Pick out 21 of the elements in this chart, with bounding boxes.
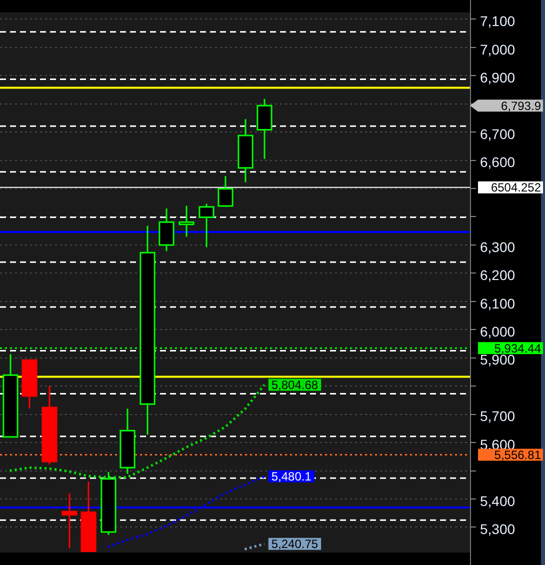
- line-series: [8, 384, 266, 478]
- ref-line-label: 5,934.44: [494, 341, 542, 356]
- y-tick-label: 5,400: [480, 492, 516, 509]
- y-tick-label: 6,000: [480, 323, 516, 340]
- y-tick-label: 6,200: [480, 267, 516, 284]
- ref-line-label: 5,556.81: [494, 448, 542, 462]
- y-tick-label: 6,700: [480, 126, 516, 142]
- y-tick-label: 6,900: [480, 69, 516, 86]
- data-label: 5,804.68: [271, 378, 318, 392]
- data-label: 5,240.75: [271, 537, 318, 552]
- ref-line-label: 6504.252: [490, 180, 542, 195]
- y-tick-label: 5,700: [480, 408, 516, 424]
- y-tick-label: 6,100: [480, 295, 516, 312]
- y-tick-label: 7,000: [480, 41, 516, 58]
- y-tick-label: 7,100: [480, 13, 516, 30]
- candlestick: [2, 353, 18, 438]
- data-label: 5,480.1: [271, 470, 312, 484]
- y-tick-label: 5,300: [480, 521, 516, 538]
- y-tick-label: 6,600: [480, 154, 516, 170]
- text: 6,793.9: [500, 98, 542, 113]
- y-tick-label: 6,300: [480, 238, 516, 255]
